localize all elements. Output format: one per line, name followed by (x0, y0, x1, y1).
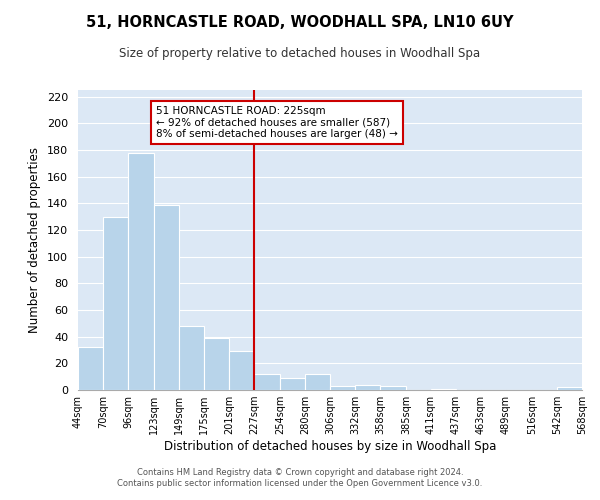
Bar (229, 352, 254, 390)
Bar (305, 374, 330, 390)
Y-axis label: Number of detached properties: Number of detached properties (28, 147, 41, 333)
Bar (128, 152, 154, 390)
Bar (154, 204, 179, 390)
Bar (431, 388, 456, 390)
Bar (254, 374, 280, 390)
Bar (330, 386, 355, 390)
Text: 51, HORNCASTLE ROAD, WOODHALL SPA, LN10 6UY: 51, HORNCASTLE ROAD, WOODHALL SPA, LN10 … (86, 15, 514, 30)
Bar (103, 216, 128, 390)
Text: Contains HM Land Registry data © Crown copyright and database right 2024.
Contai: Contains HM Land Registry data © Crown c… (118, 468, 482, 487)
Bar (557, 388, 582, 390)
Bar (204, 338, 229, 390)
Bar (78, 348, 103, 390)
Bar (280, 378, 305, 390)
Text: 51 HORNCASTLE ROAD: 225sqm
← 92% of detached houses are smaller (587)
8% of semi: 51 HORNCASTLE ROAD: 225sqm ← 92% of deta… (156, 106, 398, 139)
Text: Size of property relative to detached houses in Woodhall Spa: Size of property relative to detached ho… (119, 48, 481, 60)
Bar (179, 326, 204, 390)
X-axis label: Distribution of detached houses by size in Woodhall Spa: Distribution of detached houses by size … (164, 440, 496, 453)
Bar (355, 384, 380, 390)
Bar (380, 386, 406, 390)
